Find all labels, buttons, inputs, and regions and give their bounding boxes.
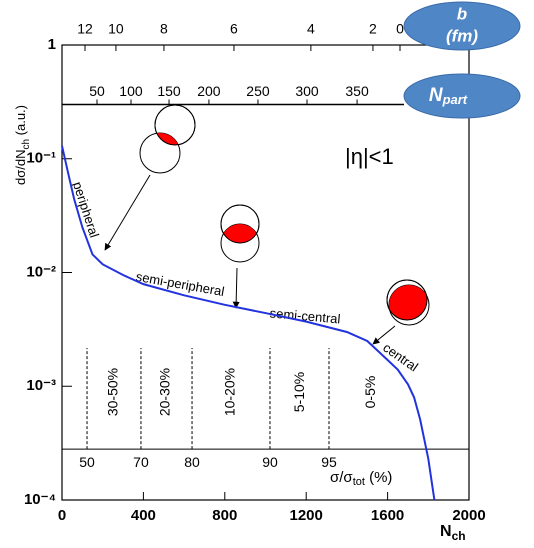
data-line — [61, 145, 436, 501]
npart-tick-label: 250 — [246, 83, 270, 99]
b-axis-label: b — [457, 4, 467, 23]
centrality-tick-label: 95 — [321, 454, 337, 470]
npart-axis-label: Npart — [429, 85, 468, 107]
x-tick-label: 1200 — [290, 507, 323, 524]
centrality-tick-label: 80 — [184, 454, 200, 470]
b-tick-label: 8 — [160, 21, 168, 37]
region-label: peripheral — [70, 180, 102, 240]
y-tick-label: 10⁻² — [26, 263, 56, 280]
b-axis-badge — [403, 1, 521, 51]
x-axis-label: Nch — [440, 523, 466, 543]
centrality-class-label: 30-50% — [105, 368, 121, 416]
b-axis-label: (fm) — [446, 26, 478, 45]
centrality-tick-label: 90 — [262, 454, 278, 470]
overlap-central — [372, 279, 430, 345]
centrality-class-label: 10-20% — [222, 368, 238, 416]
overlap-peripheral — [104, 104, 196, 251]
x-tick-label: 400 — [131, 507, 156, 524]
y-axis-label: dσ/dNch (a.u.) — [13, 105, 31, 185]
npart-tick-label: 150 — [157, 83, 181, 99]
x-tick-label: 800 — [212, 507, 237, 524]
y-tick-label: 10⁻³ — [26, 377, 56, 394]
npart-tick-label: 350 — [345, 83, 369, 99]
b-tick-label: 10 — [108, 21, 124, 37]
y-tick-label: 1 — [48, 36, 56, 53]
centrality-axis-label: σ/σtot (%) — [330, 469, 392, 488]
npart-axis-badge — [403, 73, 521, 119]
x-tick-label: 1600 — [371, 507, 404, 524]
centrality-class-label: 0-5% — [362, 376, 378, 409]
region-label: semi-central — [269, 305, 341, 326]
npart-tick-label: 100 — [119, 83, 143, 99]
y-tick-label: 10⁻¹ — [26, 150, 56, 167]
x-tick-label: 0 — [58, 507, 66, 524]
b-tick-label: 4 — [307, 21, 315, 37]
b-tick-label: 2 — [369, 21, 377, 37]
plot-frame — [61, 44, 470, 501]
centrality-tick-label: 50 — [79, 454, 95, 470]
overlap-semi-peripheral — [220, 204, 260, 309]
npart-tick-label: 300 — [295, 83, 319, 99]
b-tick-label: 12 — [77, 21, 93, 37]
centrality-class-label: 5-10% — [291, 372, 307, 412]
npart-tick-label: 200 — [197, 83, 221, 99]
region-label: central — [380, 340, 421, 375]
b-tick-label: 6 — [230, 21, 238, 37]
centrality-tick-label: 70 — [133, 454, 149, 470]
centrality-class-label: 20-30% — [156, 368, 172, 416]
b-tick-label: 0 — [396, 21, 404, 37]
annotation: |η|<1 — [345, 144, 394, 169]
y-tick-label: 10⁻⁴ — [24, 491, 56, 508]
x-tick-label: 2000 — [452, 507, 485, 524]
npart-tick-label: 50 — [89, 83, 105, 99]
